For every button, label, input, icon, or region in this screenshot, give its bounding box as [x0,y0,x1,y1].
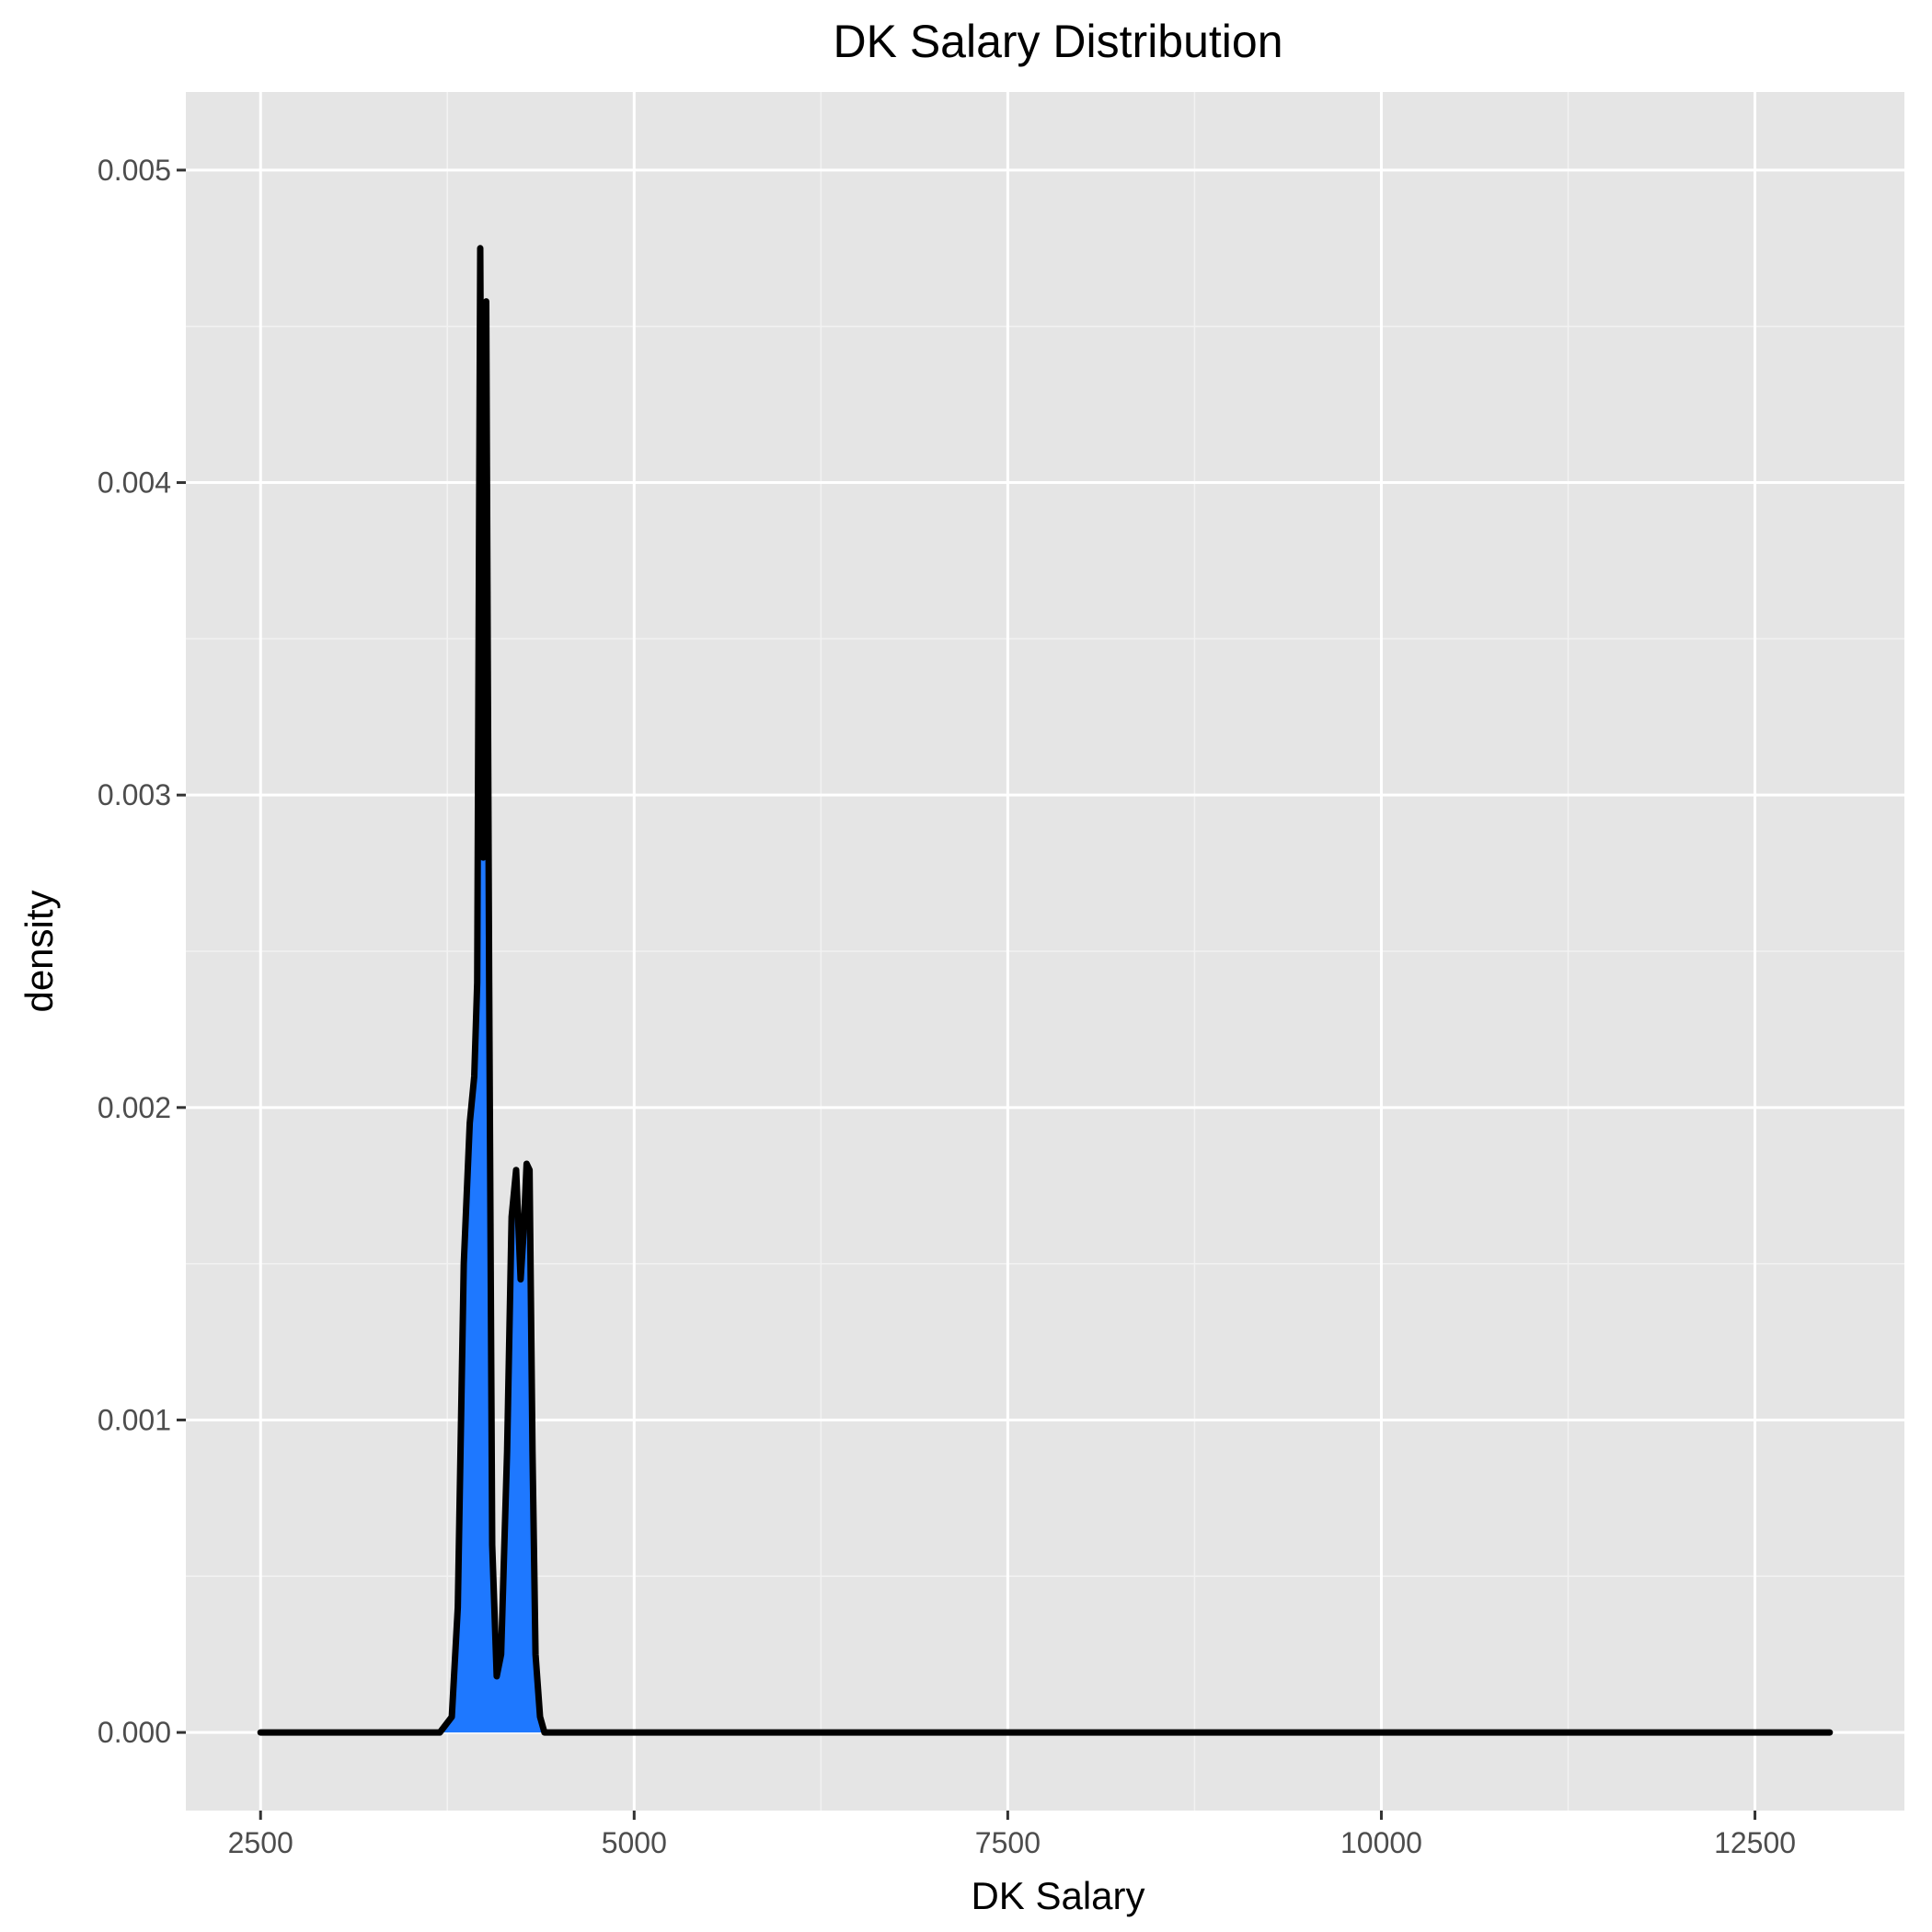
x-tick-label: 7500 [975,1826,1041,1859]
y-axis: 0.000 0.001 0.002 0.003 0.004 0.005 [98,154,186,1749]
y-tick-label: 0.000 [98,1716,171,1749]
x-tick-label: 5000 [602,1826,667,1859]
y-tick-label: 0.002 [98,1091,171,1124]
grid-minor [186,92,1904,1811]
x-tick-label: 2500 [228,1826,293,1859]
y-tick-label: 0.005 [98,154,171,187]
y-tick-label: 0.001 [98,1403,171,1436]
y-tick-label: 0.004 [98,466,171,500]
x-tick-label: 12500 [1714,1826,1796,1859]
x-axis-title: DK Salary [971,1874,1144,1917]
x-tick-label: 10000 [1340,1826,1422,1859]
density-line [257,245,1834,1736]
y-axis-title: density [17,890,61,1012]
chart-title: DK Salary Distribution [833,16,1282,67]
x-axis: 2500 5000 7500 10000 12500 [228,1811,1796,1859]
y-tick-label: 0.003 [98,778,171,811]
density-series [257,245,1834,1736]
